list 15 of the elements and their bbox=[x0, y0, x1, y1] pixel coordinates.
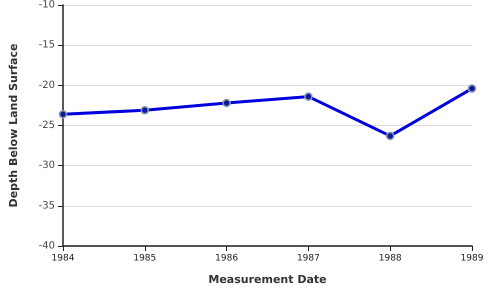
x-tick-label: 1989 bbox=[460, 254, 484, 264]
x-tick-label: 1986 bbox=[215, 254, 238, 264]
y-tick-label: -30 bbox=[38, 160, 55, 172]
x-tick-label: 1984 bbox=[52, 254, 75, 264]
y-axis-title: Depth Below Land Surface bbox=[7, 44, 20, 208]
x-tick-label: 1985 bbox=[133, 254, 156, 264]
y-tick-label: -25 bbox=[38, 120, 55, 131]
y-tick-label: -35 bbox=[38, 200, 55, 212]
x-tick-label: 1988 bbox=[378, 254, 402, 264]
x-axis-title: Measurement Date bbox=[208, 273, 327, 286]
y-tick-label: -10 bbox=[38, 0, 55, 10]
y-tick-label: -40 bbox=[38, 240, 55, 252]
x-tick-label: 1987 bbox=[296, 254, 320, 264]
y-tick-label: -15 bbox=[38, 40, 55, 51]
y-tick-label: -20 bbox=[38, 80, 55, 91]
